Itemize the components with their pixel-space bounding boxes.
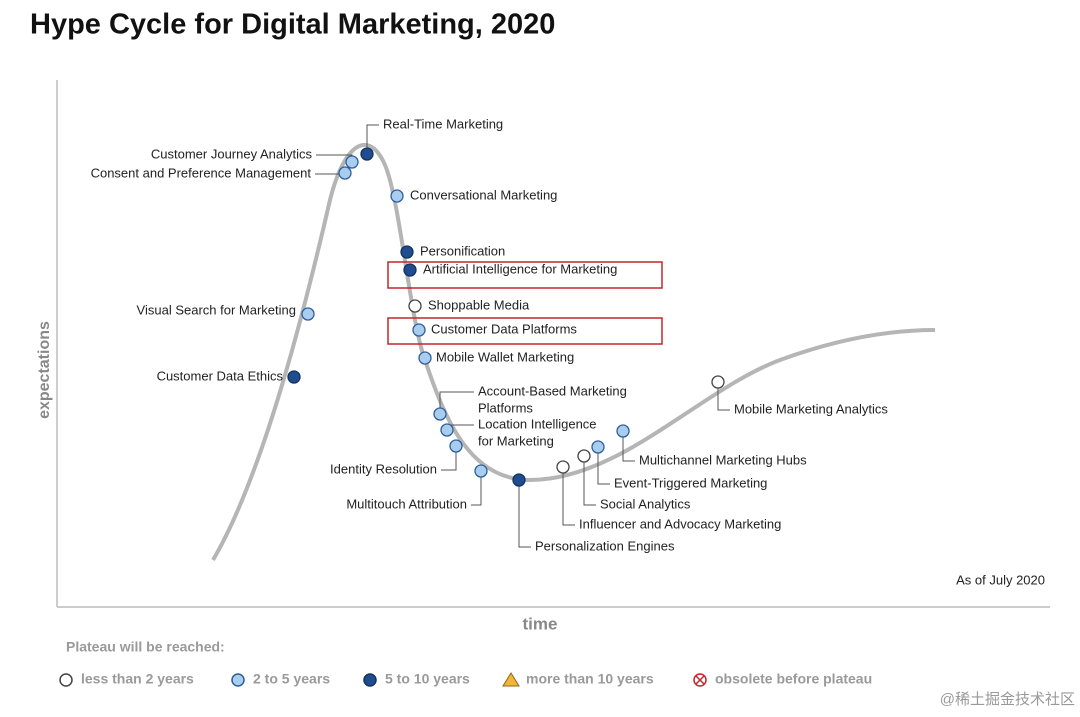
- legend-label: 5 to 10 years: [385, 671, 470, 687]
- node-marker: [301, 307, 315, 321]
- node-label: Artificial Intelligence for Marketing: [423, 261, 617, 276]
- node-label: Social Analytics: [600, 496, 691, 511]
- node-label: Real-Time Marketing: [383, 116, 503, 131]
- node-label: Customer Data Ethics: [157, 368, 284, 383]
- leader-line: [471, 471, 482, 506]
- leader-line: [583, 456, 596, 506]
- note: As of July 2020: [956, 572, 1045, 587]
- leader-line: [518, 480, 531, 548]
- node-label: Multichannel Marketing Hubs: [639, 452, 807, 467]
- x-axis-label: time: [523, 614, 558, 633]
- nodes: Real-Time Marketing Customer Journey Anal…: [91, 116, 889, 553]
- node-marker: [408, 299, 422, 313]
- leader-line: [717, 382, 730, 411]
- node-marker: [338, 166, 352, 180]
- legend-title: Plateau will be reached:: [66, 639, 225, 655]
- leader-line: [562, 467, 575, 526]
- node-marker: [360, 147, 374, 161]
- node-label: Conversational Marketing: [410, 187, 557, 202]
- node-marker: [400, 245, 414, 259]
- legend-marker: [231, 673, 245, 687]
- legend-marker: [59, 673, 73, 687]
- node-marker: [345, 155, 359, 169]
- node-label: Personification: [420, 243, 505, 258]
- node-label: Consent and Preference Management: [91, 165, 312, 180]
- highlight-box: [387, 317, 663, 345]
- node-marker: [440, 423, 454, 437]
- node-label: Personalization Engines: [535, 538, 675, 553]
- node-marker: [577, 449, 591, 463]
- node-label: for Marketing: [478, 433, 554, 448]
- node-label: Customer Journey Analytics: [151, 146, 313, 161]
- node-label: Influencer and Advocacy Marketing: [579, 516, 781, 531]
- node-marker: [616, 424, 630, 438]
- node-marker: [474, 464, 488, 478]
- node-marker: [449, 439, 463, 453]
- legend-label: obsolete before plateau: [715, 671, 872, 687]
- node-label: Location Intelligence: [478, 416, 597, 431]
- legend-marker: [695, 675, 705, 685]
- node-marker: [711, 375, 725, 389]
- leader-line: [597, 447, 610, 485]
- node-marker: [403, 263, 417, 277]
- node-marker: [418, 351, 432, 365]
- node-marker: [390, 189, 404, 203]
- node-label: Customer Data Platforms: [431, 321, 577, 336]
- leader-line: [439, 391, 474, 414]
- title: Hype Cycle for Digital Marketing, 2020: [30, 9, 555, 41]
- node-marker: [433, 407, 447, 421]
- legend-label: 2 to 5 years: [253, 671, 330, 687]
- node-marker: [512, 473, 526, 487]
- legend-label: less than 2 years: [81, 671, 194, 687]
- legend-marker: [363, 673, 377, 687]
- node-label: Multitouch Attribution: [346, 496, 467, 511]
- leader-line: [366, 124, 379, 154]
- node-label: Visual Search for Marketing: [137, 302, 296, 317]
- node-label: Platforms: [478, 400, 533, 415]
- node-label: Event-Triggered Marketing: [614, 475, 767, 490]
- node-marker: [556, 460, 570, 474]
- node-label: Identity Resolution: [330, 461, 437, 476]
- leader-line: [441, 446, 457, 471]
- node-label: Shoppable Media: [428, 297, 530, 312]
- node-marker: [591, 440, 605, 454]
- watermark: @稀土掘金技术社区: [940, 691, 1075, 708]
- y-axis-label: expectations: [36, 321, 53, 419]
- highlight-box: [387, 261, 663, 289]
- node-label: Mobile Wallet Marketing: [436, 349, 574, 364]
- node-marker: [287, 370, 301, 384]
- legend-label: more than 10 years: [526, 671, 654, 687]
- leader-line: [622, 431, 635, 462]
- node-label: Mobile Marketing Analytics: [734, 401, 888, 416]
- node-marker: [412, 323, 426, 337]
- node-label: Account-Based Marketing: [478, 383, 627, 398]
- legend: less than 2 years 2 to 5 years 5 to 10 yea…: [59, 671, 872, 687]
- legend-marker: [502, 672, 520, 687]
